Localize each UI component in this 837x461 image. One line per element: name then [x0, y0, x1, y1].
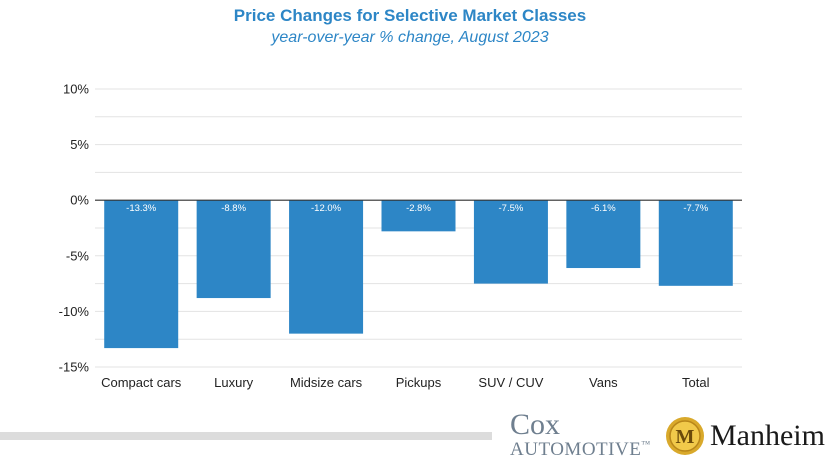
bar-chart: 10% 5% 0% -5% -10% -15% -13.3% Compact cars -8.8… — [59, 82, 742, 390]
cox-automotive-logo: Cox AUTOMOTIVE™ — [510, 408, 651, 460]
data-label: -2.8% — [406, 203, 431, 214]
data-label: -6.1% — [591, 203, 616, 214]
y-tick-label: 10% — [63, 82, 89, 97]
trademark-symbol: ™ — [641, 439, 651, 449]
y-tick-label: -5% — [66, 248, 90, 263]
y-tick-label: 0% — [70, 193, 89, 208]
chart-subtitle: year-over-year % change, August 2023 — [271, 29, 549, 46]
x-tick-label: Compact cars — [101, 375, 182, 390]
footer-divider — [0, 432, 492, 440]
bar — [658, 200, 733, 286]
chart-title: Price Changes for Selective Market Class… — [233, 6, 587, 25]
y-tick-label: -10% — [59, 304, 90, 319]
x-tick-label: Total — [682, 375, 710, 390]
x-tick-label: SUV / CUV — [478, 375, 543, 390]
manheim-seal-letter: M — [676, 426, 695, 448]
bar — [289, 200, 364, 334]
bar — [473, 200, 548, 284]
data-label: -13.3% — [126, 203, 157, 214]
data-label: -12.0% — [311, 203, 342, 214]
cox-logo-text: Cox — [510, 408, 561, 441]
bar — [566, 200, 641, 269]
y-tick-label: 5% — [70, 137, 89, 152]
x-tick-label: Vans — [589, 375, 618, 390]
bar — [381, 200, 456, 232]
automotive-logo-text: AUTOMOTIVE — [510, 439, 642, 460]
manheim-seal-icon: M — [666, 417, 704, 455]
x-tick-label: Midsize cars — [290, 375, 363, 390]
y-tick-label: -15% — [59, 360, 90, 375]
data-label: -7.5% — [499, 203, 524, 214]
bar — [104, 200, 179, 349]
x-tick-label: Luxury — [214, 375, 254, 390]
data-label: -7.7% — [683, 203, 708, 214]
data-label: -8.8% — [221, 203, 246, 214]
x-tick-label: Pickups — [396, 375, 442, 390]
manheim-logo-text: Manheim — [710, 419, 825, 452]
bar — [196, 200, 271, 299]
